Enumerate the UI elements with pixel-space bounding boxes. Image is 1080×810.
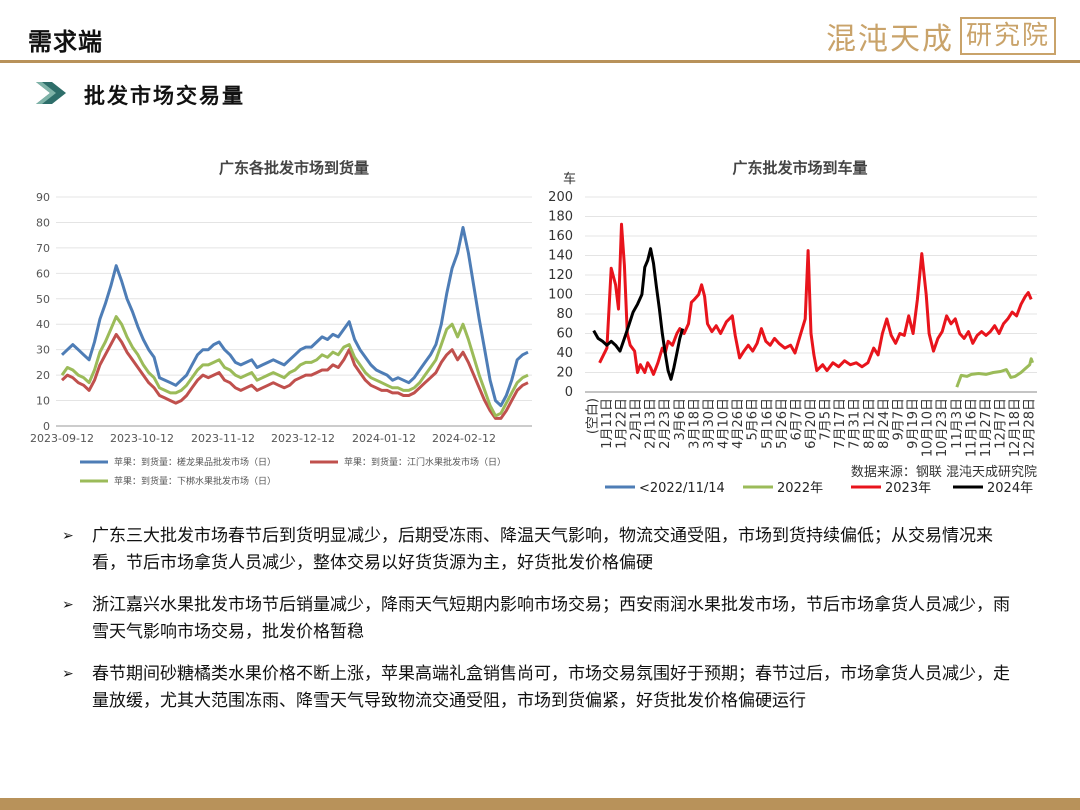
logo-text: 混沌天成 — [825, 22, 954, 57]
y-tick-label: 70 — [36, 242, 50, 255]
bullet-text: 春节期间砂糖橘类水果价格不断上涨，苹果高端礼盒销售尚可，市场交易氛围好于预期；春… — [92, 664, 1010, 711]
list-item: ➢ 春节期间砂糖橘类水果价格不断上涨，苹果高端礼盒销售尚可，市场交易氛围好于预期… — [62, 661, 1022, 715]
x-tick-label: 1月11日 — [600, 398, 615, 449]
y-tick-label: 80 — [36, 216, 50, 229]
x-tick-label: 5月16日 — [760, 398, 775, 449]
x-tick-label: 2月23日 — [658, 398, 673, 449]
bullet-text: 广东三大批发市场春节后到货明显减少，后期受冻雨、降温天气影响，物流交通受阻，市场… — [92, 526, 993, 573]
y-tick-label: 180 — [548, 210, 573, 225]
x-tick-label: 11月27日 — [979, 398, 994, 457]
x-tick-label: 11月16日 — [964, 398, 979, 457]
x-tick-label: 3月6日 — [673, 398, 688, 441]
x-tick-label: 11月3日 — [950, 398, 965, 449]
legend-label: 苹果：到货量：江门水果批发市场（日） — [344, 456, 506, 468]
x-tick-label: 5月6日 — [746, 398, 761, 441]
legend-label: 2024年 — [987, 481, 1033, 496]
series-line — [955, 357, 1035, 388]
x-tick-label: 9月7日 — [891, 398, 906, 441]
x-tick-label: 4月10日 — [717, 398, 732, 449]
x-tick-label: 12月18日 — [1008, 398, 1023, 457]
y-tick-label: 20 — [36, 369, 50, 382]
footer-divider — [0, 798, 1080, 810]
x-tick-label: 2月1日 — [629, 398, 644, 441]
x-tick-label: 3月30日 — [702, 398, 717, 449]
x-tick-label: (空白) — [584, 398, 600, 434]
bullet-text: 浙江嘉兴水果批发市场节后销量减少，降雨天气短期内影响市场交易；西安雨润水果批发市… — [92, 595, 1010, 642]
y-tick-label: 40 — [556, 346, 573, 361]
legend-label: 2023年 — [885, 481, 931, 496]
x-tick-label: 6月7日 — [789, 398, 804, 441]
x-tick-label: 9月19日 — [906, 398, 921, 449]
x-tick-label: 6月20日 — [804, 398, 819, 449]
header-divider — [0, 60, 1080, 63]
x-tick-label: 12月7日 — [994, 398, 1009, 449]
y-tick-label: 60 — [556, 327, 573, 342]
x-tick-label: 7月5日 — [819, 398, 834, 441]
list-item: ➢ 广东三大批发市场春节后到货明显减少，后期受冻雨、降温天气影响，物流交通受阻，… — [62, 523, 1022, 577]
y-tick-label: 30 — [36, 344, 50, 357]
x-tick-label: 7月17日 — [833, 398, 848, 449]
x-tick-label: 1月22日 — [614, 398, 629, 449]
x-tick-label: 2024-02-12 — [432, 432, 496, 445]
series-line — [592, 247, 685, 381]
bullet-arrow-icon: ➢ — [62, 597, 74, 613]
y-tick-label: 0 — [43, 420, 50, 433]
trucks-line-chart: 广东批发市场到车量 车 (空白) 1月11日 1月22日 2月1日 2月13日 2月23日… — [548, 159, 1038, 496]
bullet-arrow-icon: ➢ — [62, 528, 74, 544]
legend-label: 苹果：到货量：下梆水果批发市场（日） — [114, 475, 276, 487]
x-tick-label: 2023-10-12 — [110, 432, 174, 445]
section-title: 批发市场交易量 — [84, 83, 245, 108]
x-tick-label: 5月26日 — [775, 398, 790, 449]
x-tick-label: 2月13日 — [644, 398, 659, 449]
logo-seal: 研究院 — [959, 17, 1056, 55]
x-tick-label: 10月23日 — [935, 398, 950, 457]
page-title: 需求端 — [28, 27, 103, 56]
y-tick-label: 200 — [548, 190, 573, 205]
data-source-note: 数据来源：钢联 混沌天成研究院 — [851, 465, 1037, 480]
x-tick-label: 12月28日 — [1023, 398, 1038, 457]
y-tick-label: 100 — [548, 288, 573, 303]
legend-label: 苹果：到货量：槎龙果品批发市场（日） — [114, 456, 276, 468]
chart-title: 广东各批发市场到货量 — [219, 159, 369, 177]
x-tick-label: 7月31日 — [848, 398, 863, 449]
y-tick-label: 40 — [36, 318, 50, 331]
arrivals-line-chart: 广东各批发市场到货量 2023-09-12 2023-10-12 2023-11-1… — [30, 159, 532, 487]
y-tick-label: 20 — [556, 366, 573, 381]
x-tick-label: 8月12日 — [862, 398, 877, 449]
y-tick-label: 80 — [556, 307, 573, 322]
y-tick-label: 50 — [36, 293, 50, 306]
y-tick-label: 0 — [565, 385, 573, 400]
x-tick-label: 3月18日 — [687, 398, 702, 449]
bullet-list: ➢ 广东三大批发市场春节后到货明显减少，后期受冻雨、降温天气影响，物流交通受阻，… — [62, 523, 1022, 730]
legend-label: 2022年 — [777, 481, 823, 496]
x-tick-label: 4月26日 — [731, 398, 746, 449]
x-tick-label: 2023-11-12 — [191, 432, 255, 445]
legend-label: <2022/11/14 — [639, 481, 725, 496]
x-tick-label: 2023-12-12 — [271, 432, 335, 445]
y-tick-label: 90 — [36, 191, 50, 204]
series-line — [60, 226, 529, 408]
y-tick-label: 140 — [548, 249, 573, 264]
y-tick-label: 10 — [36, 395, 50, 408]
y-unit-label: 车 — [563, 171, 576, 187]
y-tick-label: 120 — [548, 268, 573, 283]
series-line — [598, 222, 1033, 376]
x-tick-label: 10月10日 — [921, 398, 936, 457]
x-tick-label: 2024-01-12 — [352, 432, 416, 445]
chevron-right-icon — [36, 82, 66, 104]
series-line — [60, 332, 529, 420]
y-tick-label: 60 — [36, 267, 50, 280]
x-tick-label: 8月24日 — [877, 398, 892, 449]
y-tick-label: 160 — [548, 229, 573, 244]
bullet-arrow-icon: ➢ — [62, 666, 74, 682]
chart-title: 广东批发市场到车量 — [732, 159, 867, 177]
x-tick-label: 2023-09-12 — [30, 432, 94, 445]
list-item: ➢ 浙江嘉兴水果批发市场节后销量减少，降雨天气短期内影响市场交易；西安雨润水果批… — [62, 592, 1022, 646]
series-line — [60, 315, 529, 418]
brand-logo: 混沌天成 研究院 — [826, 14, 1056, 58]
